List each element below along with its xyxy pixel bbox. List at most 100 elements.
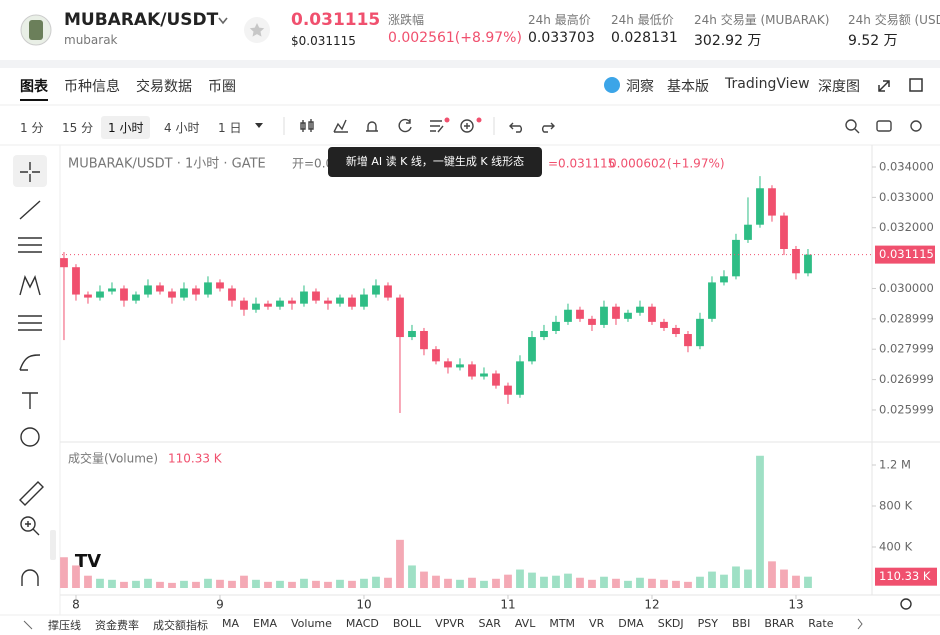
candle-body [696, 318, 704, 347]
camera-icon[interactable] [876, 120, 892, 132]
volume-bar [120, 581, 128, 588]
add-icon[interactable] [460, 119, 474, 133]
candle-body [528, 337, 536, 362]
price-tick-label: 0.033000 [879, 190, 934, 204]
scroll-right[interactable] [857, 618, 863, 630]
volume-bar [192, 581, 200, 588]
indicator[interactable]: PSY [697, 617, 718, 630]
volume-bar [540, 576, 548, 588]
brush-tool[interactable] [19, 354, 41, 371]
indicator[interactable]: Volume [290, 617, 332, 630]
interval[interactable]: 1 分 [20, 121, 44, 135]
ai-icon[interactable] [430, 120, 444, 133]
zoom-tool-detail [25, 521, 40, 536]
stat-label: 24h 交易量 (MUBARAK) [694, 13, 830, 27]
indicator-icon[interactable] [333, 119, 348, 133]
stat-value: 0.033703 [528, 30, 595, 46]
indicator[interactable]: VR [589, 617, 605, 630]
volume-bar [252, 579, 260, 588]
volume-bar [336, 579, 344, 588]
tab-right[interactable]: 洞察 [626, 79, 654, 95]
indicator[interactable]: BRAR [764, 617, 795, 630]
candle-body [576, 309, 584, 319]
stat-value: 302.92 万 [694, 33, 762, 49]
candle-body [168, 291, 176, 298]
alert-icon[interactable] [366, 121, 378, 132]
indicator[interactable]: 资金费率 [95, 619, 139, 632]
time-tick-label: 10 [356, 598, 371, 612]
tab-right[interactable]: 深度图 [818, 79, 860, 95]
pattern-tool[interactable] [19, 275, 41, 296]
indicator[interactable]: 成交额指标 [153, 619, 208, 632]
candle-body [756, 188, 764, 225]
axis-settings[interactable] [900, 598, 912, 610]
indicator[interactable]: MTM [549, 617, 576, 630]
stat-label: 24h 最高价 [528, 13, 591, 27]
channel-tool[interactable] [18, 237, 42, 253]
indicator[interactable]: VPVR [435, 617, 465, 630]
indicator[interactable]: DMA [618, 617, 644, 630]
candle-body [264, 303, 272, 307]
text-tool[interactable] [22, 392, 38, 409]
candle-body [408, 330, 416, 338]
dropdown-caret[interactable] [218, 17, 228, 25]
ruler-tool[interactable] [19, 481, 44, 506]
tab[interactable]: 交易数据 [136, 79, 192, 95]
indicator[interactable]: SKDJ [657, 617, 684, 630]
interval[interactable]: 4 小时 [164, 121, 200, 135]
interval[interactable]: 1 日 [218, 121, 242, 135]
interval[interactable]: 1 小时 [101, 116, 151, 139]
settings-icon[interactable] [910, 120, 922, 132]
volume-bar [672, 580, 680, 588]
volume-bar [180, 580, 188, 588]
volume-bar [228, 580, 236, 588]
indicator[interactable]: BBI [731, 617, 751, 630]
tab[interactable]: 图表 [20, 79, 48, 95]
insight-icon[interactable] [604, 77, 620, 93]
line-tool[interactable] [19, 200, 41, 220]
indicator[interactable]: 撑压线 [48, 619, 81, 632]
indicator[interactable]: EMA [253, 617, 277, 630]
candle-style-icon[interactable] [300, 119, 314, 132]
window-icon[interactable] [909, 78, 923, 92]
indicator[interactable]: BOLL [392, 617, 422, 630]
tab[interactable]: 币种信息 [64, 79, 120, 95]
time-tick-label: 12 [644, 598, 659, 612]
stat-label: 涨跌幅 [388, 13, 425, 27]
last-volume-label: 110.33 K [879, 569, 931, 583]
indicator[interactable]: AVL [514, 617, 536, 630]
legend-close: =0.031115 [548, 157, 615, 171]
interval-dropdown[interactable] [255, 123, 263, 128]
tab-right[interactable]: 基本版 [667, 79, 709, 95]
volume-bar [612, 578, 620, 588]
candle-body [636, 306, 644, 313]
volume-bar [456, 579, 464, 588]
fib-tool[interactable] [18, 315, 42, 331]
volume-bar [732, 566, 740, 588]
candle-body [600, 306, 608, 325]
interval[interactable]: 15 分 [62, 121, 94, 135]
volume-bar [444, 578, 452, 588]
search-handle [854, 128, 860, 134]
sidebar-toggle[interactable] [50, 530, 56, 560]
search-icon[interactable] [845, 119, 857, 131]
candle-body [504, 385, 512, 395]
indicator[interactable]: MA [222, 617, 240, 630]
indicator[interactable]: SAR [478, 617, 501, 630]
tab[interactable]: 币圈 [208, 79, 236, 95]
tab-right[interactable]: TradingView [725, 76, 810, 92]
indicator[interactable]: Rate [808, 617, 834, 630]
legend-symbol: MUBARAK/USDT · 1小时 · GATE [68, 157, 266, 172]
crosshair-tool[interactable] [20, 162, 40, 182]
zoom-tool[interactable] [20, 516, 36, 532]
candle-body [456, 364, 464, 368]
candle-body [324, 300, 332, 304]
magnet-tool[interactable] [21, 569, 39, 586]
redo-icon[interactable] [542, 122, 555, 133]
expand-icon[interactable] [878, 80, 890, 92]
undo-icon[interactable] [509, 122, 522, 133]
replay-icon[interactable] [398, 118, 412, 133]
scroll-left[interactable] [23, 620, 33, 630]
emoji-tool[interactable] [20, 427, 40, 447]
indicator[interactable]: MACD [345, 617, 379, 630]
